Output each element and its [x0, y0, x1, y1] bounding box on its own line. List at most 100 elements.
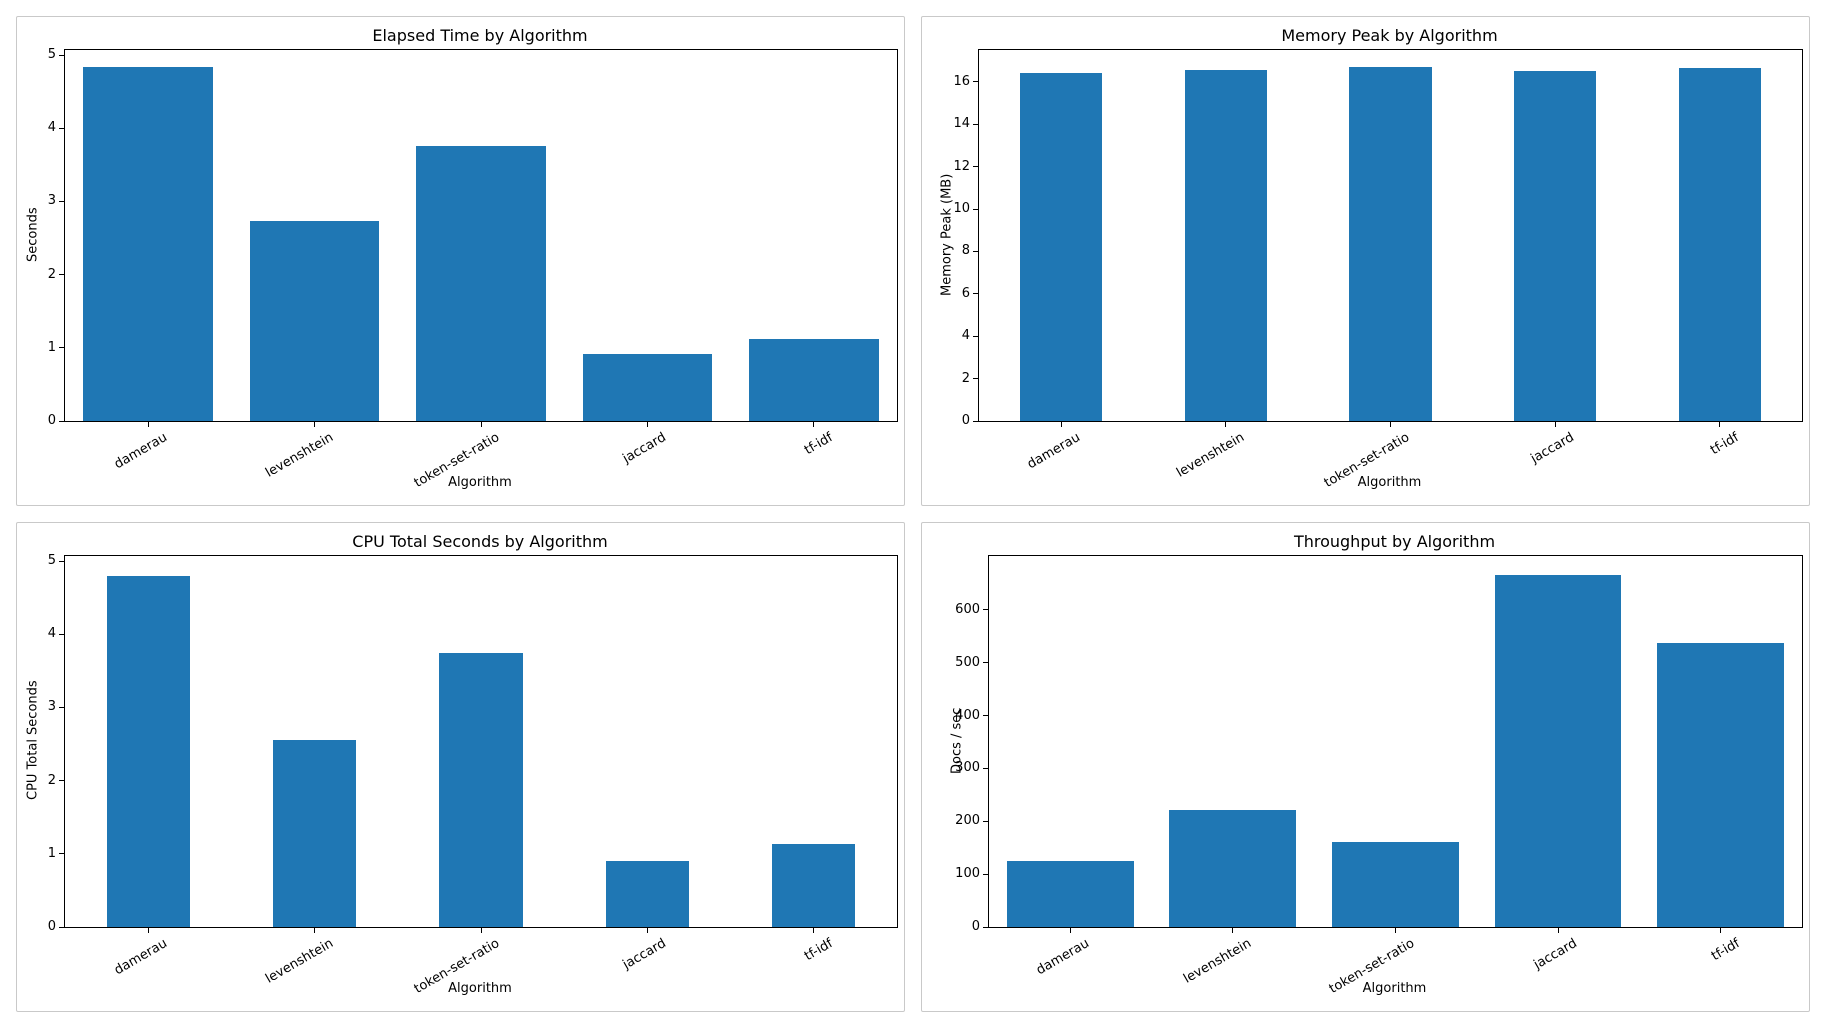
- y-tick-mark: [973, 378, 978, 380]
- x-tick-mark: [314, 928, 316, 933]
- y-tick-mark: [973, 250, 978, 252]
- y-tick-label: 10: [953, 201, 970, 216]
- y-tick-mark: [59, 420, 64, 422]
- x-tick-label: damerau: [111, 430, 170, 473]
- y-tick-label: 100: [955, 866, 980, 882]
- y-tick-label: 2: [47, 266, 56, 282]
- y-tick-label: 12: [953, 158, 970, 174]
- x-tick-mark: [1557, 928, 1559, 933]
- bar-jaccard: [1513, 71, 1597, 421]
- y-tick-label: 3: [47, 193, 56, 209]
- bar-levenshtein: [1184, 70, 1268, 421]
- x-tick-mark: [1720, 928, 1722, 933]
- chart-panel-cpu-total-seconds: CPU Total Seconds by Algorithm CPU Total…: [16, 522, 905, 1012]
- y-axis-label: CPU Total Seconds: [25, 680, 41, 801]
- bar-jaccard: [582, 354, 713, 421]
- y-tick-label: 0: [971, 919, 980, 934]
- x-tick-mark: [1554, 422, 1556, 427]
- y-tick-mark: [59, 926, 64, 928]
- y-axis-label: Memory Peak (MB): [939, 173, 955, 296]
- bar-tf-idf: [772, 844, 856, 927]
- y-tick-label: 3: [47, 699, 56, 715]
- y-tick-label: 200: [955, 813, 980, 829]
- x-tick-mark: [1390, 422, 1391, 427]
- y-tick-label: 4: [47, 626, 56, 642]
- y-tick-mark: [983, 662, 988, 664]
- chart-title: Throughput by Algorithm: [1293, 532, 1496, 551]
- bar-levenshtein: [249, 221, 380, 421]
- bar-jaccard: [605, 861, 689, 927]
- y-tick-mark: [59, 127, 64, 129]
- y-tick-mark: [983, 926, 988, 928]
- y-tick-mark: [983, 820, 988, 822]
- x-tick-label: tf-idf: [1708, 936, 1743, 965]
- x-tick-label: tf-idf: [801, 430, 836, 459]
- y-tick-label: 14: [953, 116, 970, 132]
- x-tick-label: tf-idf: [801, 936, 836, 965]
- y-tick-label: 2: [961, 370, 970, 386]
- x-tick-mark: [147, 422, 149, 427]
- y-tick-mark: [983, 715, 988, 717]
- x-tick-mark: [147, 928, 149, 933]
- y-tick-mark: [973, 420, 978, 422]
- y-tick-mark: [973, 166, 978, 168]
- y-tick-mark: [59, 706, 64, 708]
- x-tick-mark: [480, 422, 482, 427]
- x-tick-label: jaccard: [620, 430, 669, 467]
- x-tick-mark: [813, 928, 815, 933]
- x-tick-mark: [314, 422, 316, 427]
- chart-title: Elapsed Time by Algorithm: [372, 26, 588, 45]
- chart-panel-memory-peak: Memory Peak by Algorithm Memory Peak (MB…: [921, 16, 1810, 506]
- bar-damerau: [1020, 73, 1103, 421]
- x-tick-mark: [1069, 928, 1071, 933]
- y-tick-label: 5: [47, 553, 56, 569]
- chart-panel-elapsed-time: Elapsed Time by Algorithm Seconds 0 1 2 3 4 5…: [16, 16, 905, 506]
- y-tick-label: 2: [47, 772, 56, 788]
- chart-title: Memory Peak by Algorithm: [1281, 26, 1498, 45]
- chart-title: CPU Total Seconds by Algorithm: [352, 532, 608, 551]
- y-tick-label: 1: [47, 339, 56, 355]
- x-tick-label: jaccard: [1528, 430, 1577, 467]
- x-tick-mark: [1232, 928, 1234, 933]
- y-tick-label: 0: [47, 919, 56, 934]
- y-tick-label: 8: [961, 243, 970, 259]
- bar-tf-idf: [748, 339, 879, 421]
- y-tick-label: 6: [961, 285, 970, 301]
- x-tick-mark: [1225, 422, 1227, 427]
- y-tick-mark: [59, 560, 64, 562]
- plot-area: 0 1 2 3 4 5 damerau levenshtein token-set-ratio j…: [48, 553, 898, 997]
- y-tick-label: 0: [961, 413, 970, 428]
- x-tick-label: levenshtein: [263, 936, 337, 987]
- y-tick-mark: [983, 609, 988, 611]
- x-axis-label: Algorithm: [448, 475, 512, 490]
- x-tick-label: damerau: [1033, 936, 1092, 979]
- y-tick-mark: [983, 767, 988, 769]
- bar-token-set-ratio: [1332, 841, 1459, 927]
- bar-token-set-ratio: [1349, 66, 1432, 421]
- y-tick-label: 500: [955, 654, 980, 670]
- x-axis-label: Algorithm: [448, 981, 512, 996]
- y-tick-mark: [59, 853, 64, 855]
- x-tick-label: jaccard: [620, 936, 669, 973]
- bar-damerau: [106, 575, 190, 927]
- x-tick-label: damerau: [1024, 430, 1083, 473]
- plot-area: 0 1 2 3 4 5 damerau levenshtein token-set-ratio j…: [48, 47, 898, 491]
- bar-levenshtein: [1169, 809, 1297, 927]
- y-tick-label: 4: [47, 120, 56, 136]
- bar-token-set-ratio: [439, 653, 523, 927]
- y-tick-mark: [973, 335, 978, 337]
- bar-damerau: [83, 66, 214, 421]
- x-tick-mark: [480, 928, 482, 933]
- x-axis-label: Algorithm: [1357, 475, 1422, 490]
- x-tick-label: levenshtein: [263, 430, 337, 481]
- y-tick-label: 600: [955, 601, 980, 617]
- x-tick-label: levenshtein: [1181, 936, 1255, 987]
- y-tick-mark: [59, 633, 64, 635]
- y-axis-label: Seconds: [25, 207, 41, 262]
- chart-panel-throughput: Throughput by Algorithm Docs / sec 0 100 2…: [921, 522, 1810, 1012]
- y-tick-mark: [973, 81, 978, 83]
- x-tick-label: jaccard: [1531, 936, 1580, 973]
- y-tick-label: 5: [47, 47, 56, 63]
- x-tick-label: damerau: [111, 936, 170, 979]
